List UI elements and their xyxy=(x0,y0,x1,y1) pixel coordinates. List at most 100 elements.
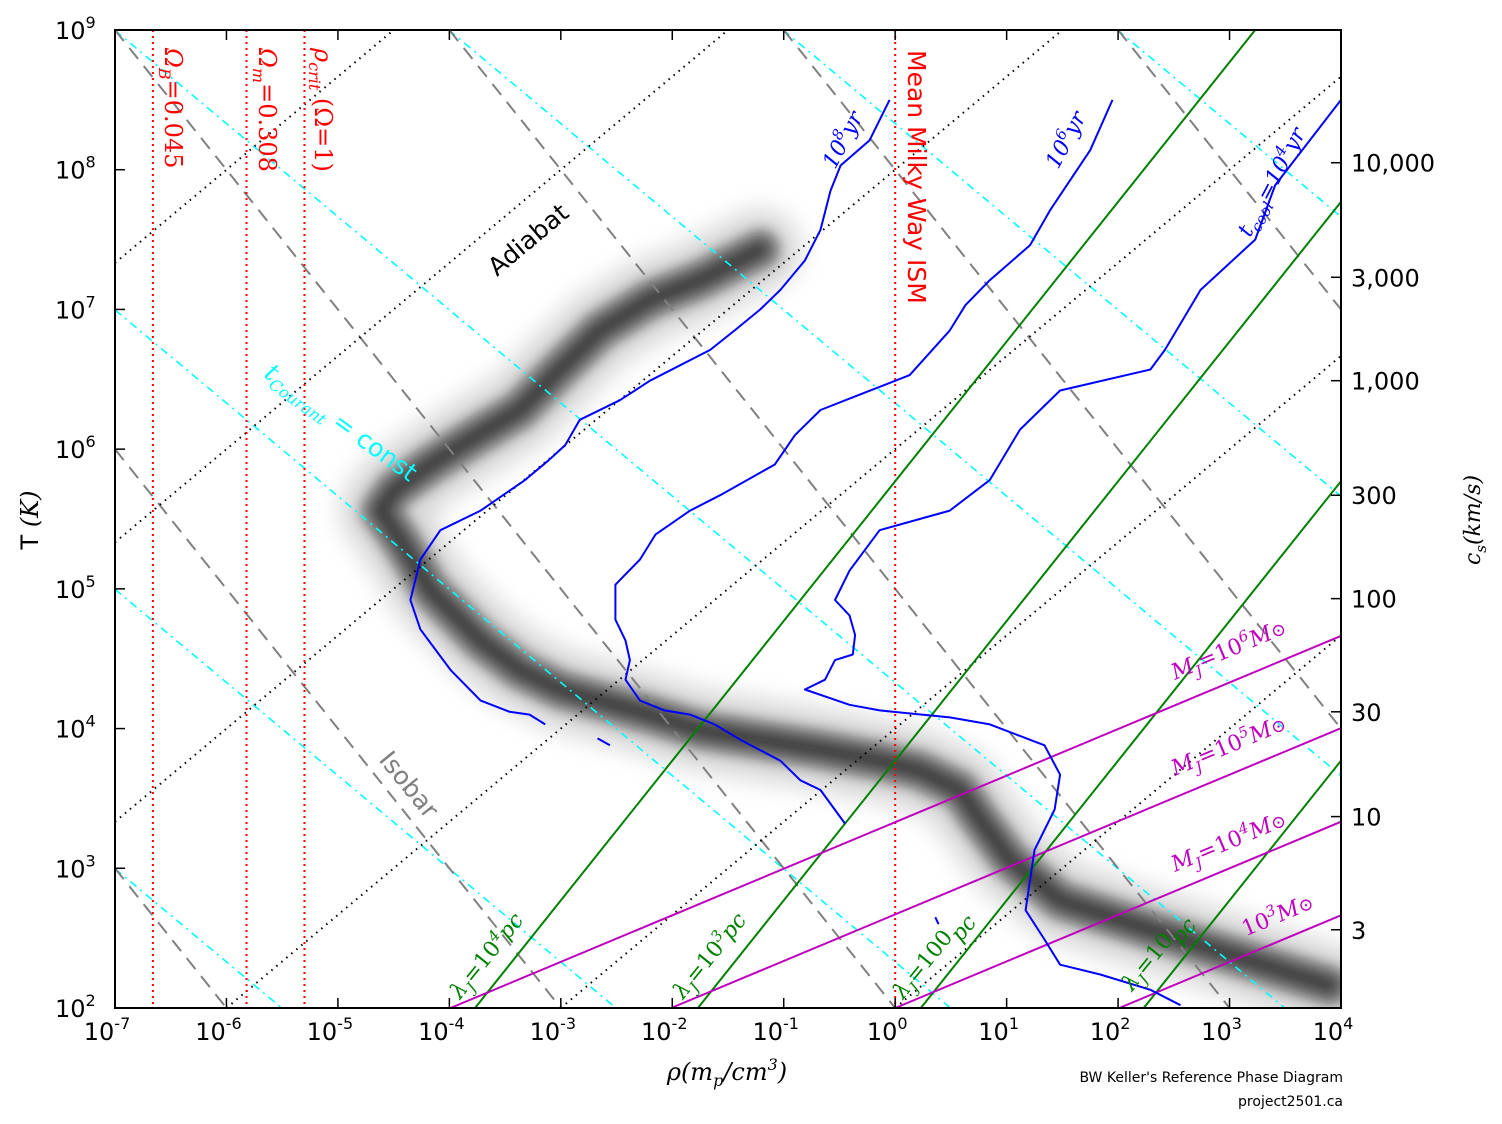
omega-b-label: ΩB=0.045 xyxy=(155,47,187,169)
tick-base: 10 xyxy=(55,296,86,324)
omega-m-label: Ωm=0.308 xyxy=(249,47,281,172)
right-tick-label: 100 xyxy=(1351,586,1397,614)
y-tick-label: 109 xyxy=(55,13,96,45)
tick-exponent: 3 xyxy=(86,851,96,870)
tick-base: 10 xyxy=(1201,1018,1232,1046)
footer-url[interactable]: project2501.ca xyxy=(1238,1094,1343,1110)
y-tick-label: 103 xyxy=(55,851,96,883)
x-tick-label: 10-3 xyxy=(530,1014,577,1046)
tick-base: 10 xyxy=(418,1018,449,1046)
isobar-label: Isobar xyxy=(373,746,445,825)
right-tick-label: 3,000 xyxy=(1351,264,1420,292)
tick-exponent: -1 xyxy=(783,1014,799,1033)
tick-base: 10 xyxy=(55,716,86,744)
x-tick-label: 102 xyxy=(1090,1014,1131,1046)
tick-exponent: 9 xyxy=(86,13,96,32)
courant-line xyxy=(115,309,951,1008)
axis-ticks: 10-7 10-6 10-5 10-4 10-3 10-2 10-1 100 101 102 103… xyxy=(55,13,1435,1046)
footer-title: BW Keller's Reference Phase Diagram xyxy=(1079,1070,1343,1086)
x-tick-label: 103 xyxy=(1201,1014,1242,1046)
y-tick-label: 106 xyxy=(55,432,96,464)
cooling-contour-line xyxy=(803,99,1341,1007)
reference-density-labels: ΩB=0.045 Ωm=0.308 ρcrit (Ω=1) xyxy=(155,47,337,172)
jeans-mass-line xyxy=(894,820,1341,1008)
x-tick-label: 104 xyxy=(1313,1014,1354,1046)
tick-exponent: -4 xyxy=(449,1014,465,1033)
tick-exponent: 3 xyxy=(1232,1014,1242,1033)
x-tick-label: 10-1 xyxy=(752,1014,799,1046)
jeans-mass-label: MJ=105M⊙ xyxy=(1165,708,1291,786)
tick-exponent: 7 xyxy=(86,292,96,311)
courant-line xyxy=(1117,30,1341,218)
plot-frame xyxy=(114,29,1342,1009)
jeans-length-line xyxy=(920,480,1341,1008)
y-tick-label: 102 xyxy=(55,991,96,1023)
courant-label: tCourant = const xyxy=(257,357,423,490)
adiabat-line xyxy=(225,75,1341,1008)
density-band-core xyxy=(372,241,1338,994)
cooling-contour-fragment xyxy=(597,737,611,747)
tick-exponent: 8 xyxy=(86,153,96,172)
tick-exponent: 1 xyxy=(1009,1014,1019,1033)
right-tick-label: 10 xyxy=(1351,804,1382,832)
tick-exponent: -7 xyxy=(114,1014,130,1033)
courant-line xyxy=(115,868,283,1008)
courant-line xyxy=(782,30,1341,497)
y-tick-label: 107 xyxy=(55,292,96,324)
isobar-line xyxy=(115,448,562,1008)
tick-exponent: -5 xyxy=(337,1014,353,1033)
tick-exponent: 4 xyxy=(86,712,96,731)
jeans-length-line xyxy=(1142,760,1341,1008)
x-tick-label: 100 xyxy=(867,1014,908,1046)
cooling-label-1e4: tcool=104yr xyxy=(1230,121,1316,243)
cooling-contours xyxy=(409,99,1341,1007)
right-axis-label: cs(km/s) xyxy=(1461,475,1490,565)
rho-crit-label: ρcrit (Ω=1) xyxy=(305,47,337,172)
label-usub: ⊙ xyxy=(1295,893,1317,918)
right-tick-label: 30 xyxy=(1351,699,1382,727)
tick-base: 10 xyxy=(530,1018,561,1046)
y-tick-label: 104 xyxy=(55,712,96,744)
x-tick-label: 10-2 xyxy=(641,1014,688,1046)
isobar-line xyxy=(782,30,1341,730)
tick-base: 10 xyxy=(55,576,86,604)
tick-exponent: -3 xyxy=(560,1014,576,1033)
milky-way-ism-label: Mean Milky Way ISM xyxy=(902,50,931,304)
tick-base: 10 xyxy=(307,1018,338,1046)
x-tick-label: 10-5 xyxy=(307,1014,354,1046)
y-tick-label: 105 xyxy=(55,572,96,604)
tick-base: 10 xyxy=(55,436,86,464)
label-sym: M xyxy=(1167,846,1199,878)
tick-exponent: 2 xyxy=(1120,1014,1130,1033)
jeans-mass-line xyxy=(670,727,1341,1008)
courant-line xyxy=(115,588,617,1008)
tick-exponent: 5 xyxy=(86,572,96,591)
label-sym: M xyxy=(1167,750,1199,782)
x-tick-label: 10-6 xyxy=(195,1014,242,1046)
density-band-outer xyxy=(340,209,1341,1008)
label-usub: ⊙ xyxy=(1268,618,1290,643)
tick-base: 10 xyxy=(1090,1018,1121,1046)
reference-lines xyxy=(115,30,1341,1008)
isobar-line xyxy=(448,30,1231,1008)
label-sym: M xyxy=(1167,654,1199,686)
y-axis-label: T (K) xyxy=(16,491,44,551)
tick-base: 10 xyxy=(1313,1018,1344,1046)
adiabat-line xyxy=(560,355,1341,1008)
y-tick-label: 108 xyxy=(55,153,96,185)
isobar-line xyxy=(115,30,896,1008)
tick-base: 10 xyxy=(978,1018,1009,1046)
tick-exponent: 0 xyxy=(897,1014,907,1033)
tick-exponent: -6 xyxy=(226,1014,242,1033)
cooling-labels: 108yr 106yr tcool=104yr xyxy=(818,104,1316,243)
jeans-length-line xyxy=(474,30,1256,1008)
x-tick-label: 10-7 xyxy=(84,1014,131,1046)
tick-base: 10 xyxy=(55,995,86,1023)
jeans-length-line xyxy=(697,201,1341,1008)
right-tick-label: 300 xyxy=(1351,482,1397,510)
cooling-label-1e6: 106yr xyxy=(1038,104,1093,172)
right-tick-label: 3 xyxy=(1351,917,1366,945)
jeans-mass-line xyxy=(450,634,1341,1008)
jeans-mass-labels: MJ=106M⊙MJ=105M⊙MJ=104M⊙103M⊙ xyxy=(1165,618,1317,942)
tick-exponent: 2 xyxy=(86,991,96,1010)
